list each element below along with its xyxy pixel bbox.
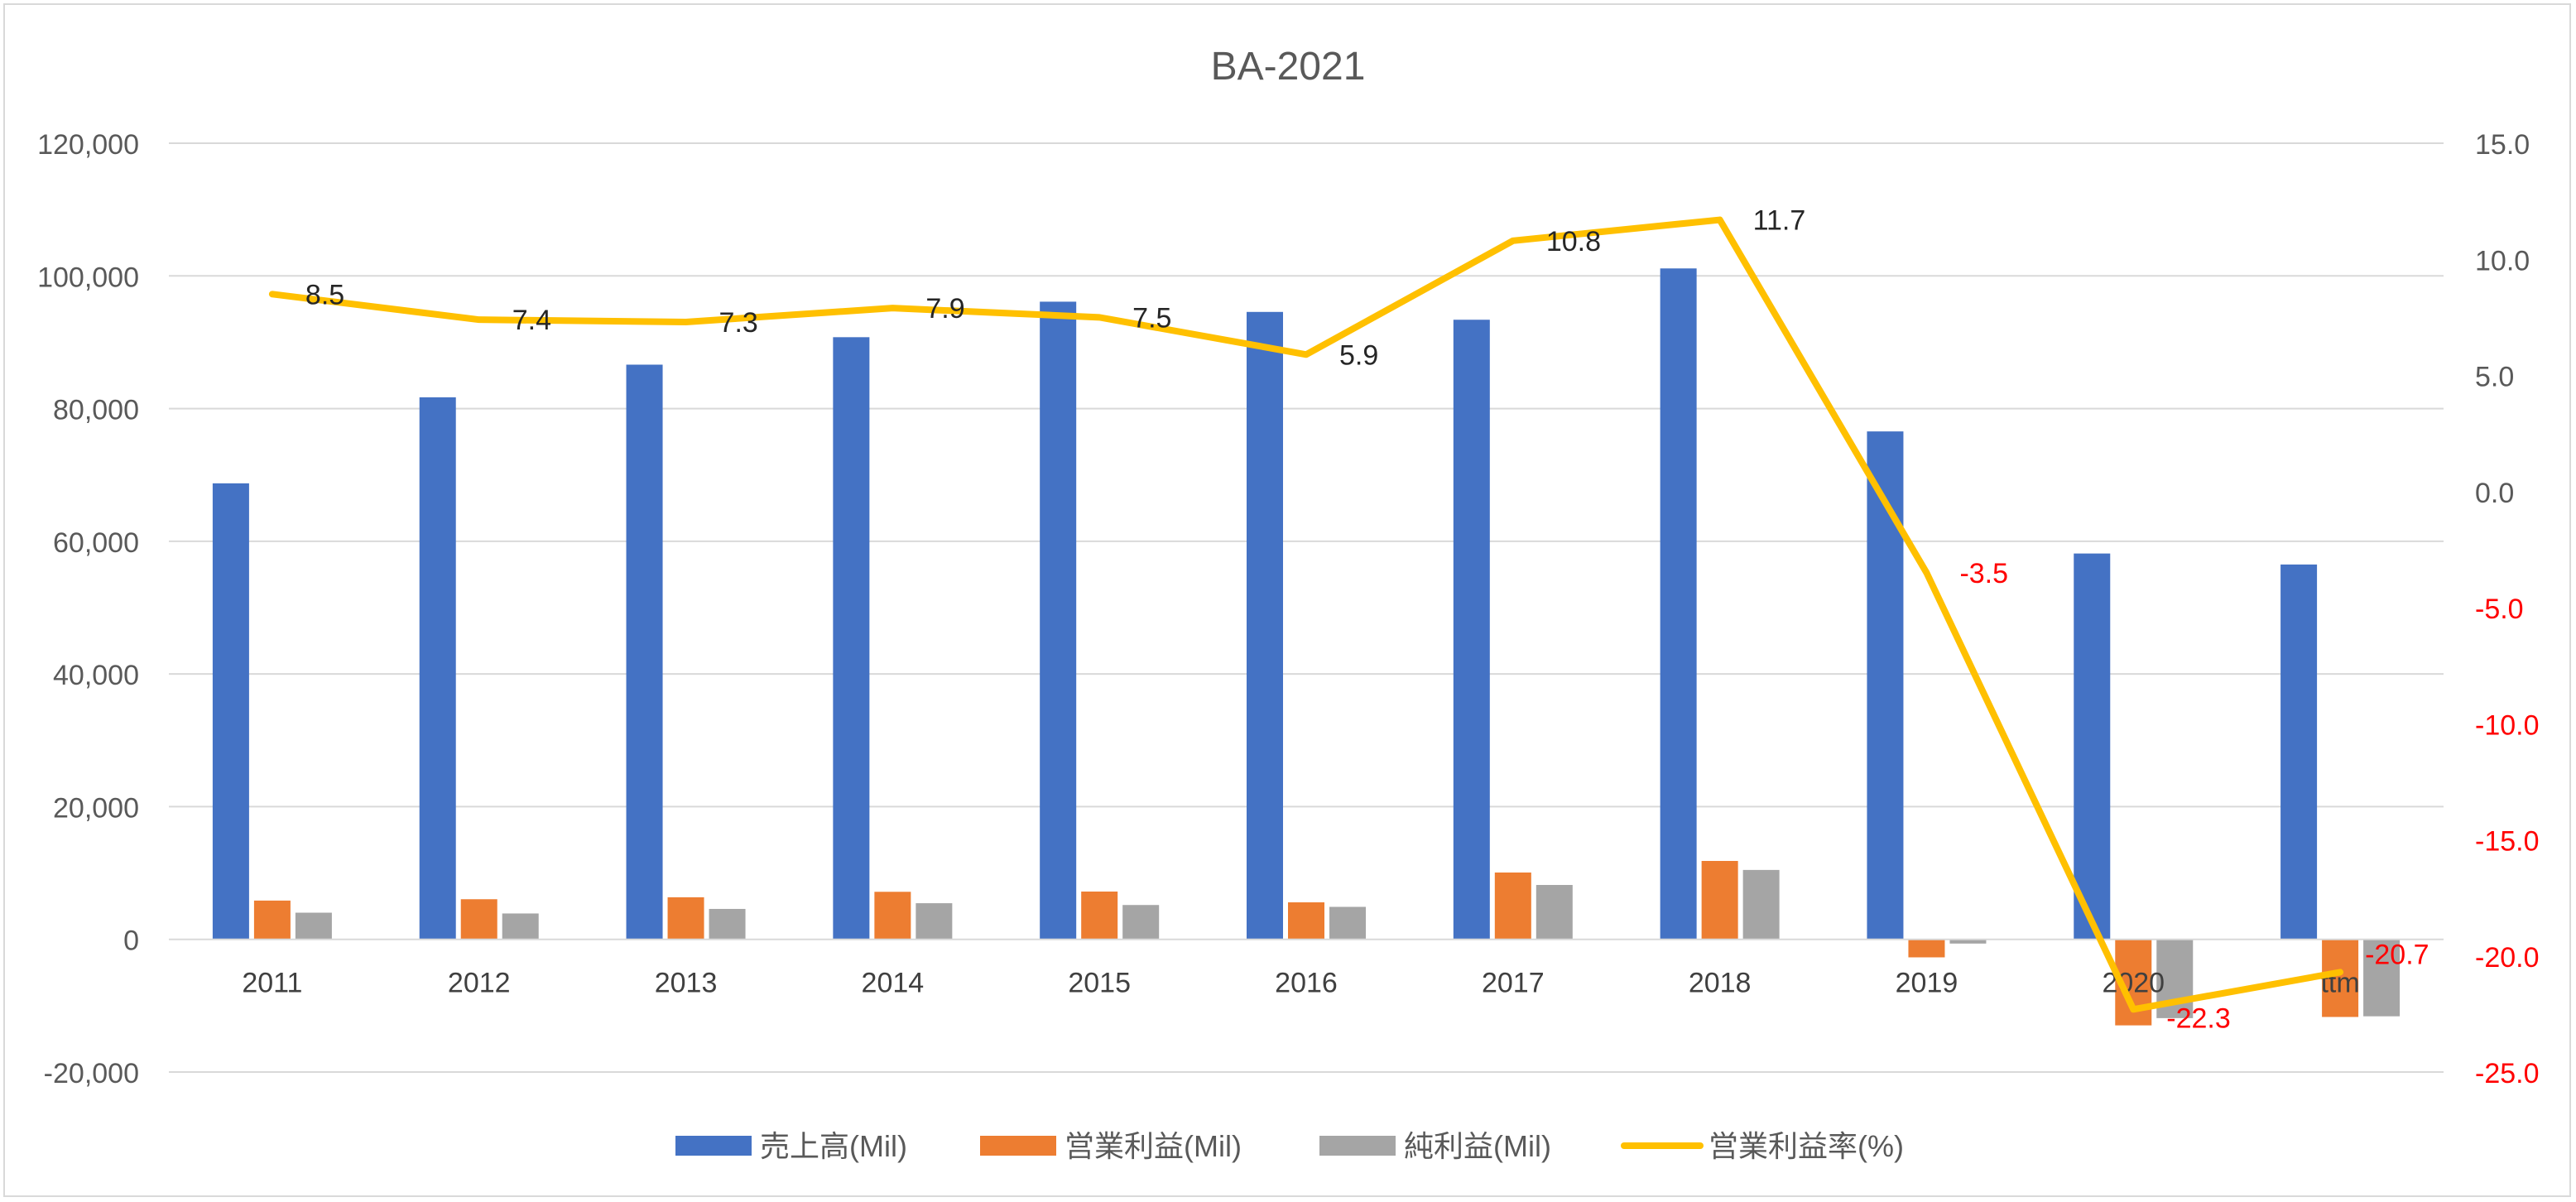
left-axis-tick-label: 0 xyxy=(123,926,139,957)
bar-operating-profit xyxy=(460,899,497,940)
right-axis-tick-label: 15.0 xyxy=(2475,129,2530,161)
right-axis-tick-label: 0.0 xyxy=(2475,478,2514,509)
category-label: 2019 xyxy=(1896,968,1958,999)
legend-label: 営業利益率(%) xyxy=(1709,1129,1904,1163)
line-data-label: 8.5 xyxy=(305,279,344,310)
line-data-label: 7.4 xyxy=(512,305,551,336)
left-axis-tick-label: 100,000 xyxy=(37,262,139,293)
category-label: 2012 xyxy=(448,968,511,999)
bar-net-profit xyxy=(1329,906,1366,940)
bar-net-profit xyxy=(1536,885,1573,940)
legend-swatch xyxy=(1319,1136,1396,1156)
legend-label: 営業利益(Mil) xyxy=(1065,1129,1242,1163)
right-axis-tick-label: 5.0 xyxy=(2475,362,2514,393)
bar-net-profit xyxy=(1949,939,1987,944)
bar-sales xyxy=(626,364,663,940)
bar-operating-profit xyxy=(253,900,291,940)
bar-sales xyxy=(1453,320,1490,940)
line-data-label: 10.8 xyxy=(1546,226,1601,257)
bar-sales xyxy=(2280,564,2318,940)
left-axis-tick-label: 120,000 xyxy=(37,129,139,161)
category-label: 2015 xyxy=(1068,968,1131,999)
category-label: 2020 xyxy=(2102,968,2165,999)
right-axis-tick-label: -20.0 xyxy=(2475,942,2540,974)
bar-operating-profit xyxy=(1288,902,1324,940)
left-axis-tick-label: 40,000 xyxy=(53,660,139,691)
bar-net-profit xyxy=(502,913,539,940)
line-operating-margin xyxy=(268,216,2344,1013)
line-data-label: 7.3 xyxy=(719,307,758,339)
bar-operating-profit xyxy=(667,897,704,940)
category-label: 2011 xyxy=(242,968,302,999)
bar-sales xyxy=(833,337,870,940)
line-data-label: -22.3 xyxy=(2166,1002,2231,1034)
bar-sales xyxy=(1040,301,1077,940)
right-axis-tick-label: 10.0 xyxy=(2475,245,2530,276)
bar-sales xyxy=(419,397,456,940)
legend-label: 純利益(Mil) xyxy=(1404,1129,1551,1163)
bar-operating-profit xyxy=(1081,891,1118,940)
category-label: 2014 xyxy=(862,968,925,999)
legend-swatch xyxy=(980,1136,1056,1156)
bar-sales xyxy=(1867,431,1904,940)
bar-net-profit xyxy=(916,903,953,940)
bar-net-profit xyxy=(709,908,746,940)
bar-sales xyxy=(2074,553,2111,940)
bar-operating-profit xyxy=(1701,861,1738,940)
line-data-label: 11.7 xyxy=(1753,205,1806,237)
chart-title: BA-2021 xyxy=(1211,45,1366,89)
bar-sales xyxy=(212,483,249,940)
bar-net-profit xyxy=(1122,905,1160,940)
right-axis-tick-label: -5.0 xyxy=(2475,594,2524,625)
right-axis-tick-label: -25.0 xyxy=(2475,1058,2540,1089)
left-axis-tick-label: 60,000 xyxy=(53,527,139,559)
right-axis-tick-label: -10.0 xyxy=(2475,709,2540,741)
left-axis-tick-label: 20,000 xyxy=(53,792,139,824)
category-label: 2013 xyxy=(655,968,718,999)
line-data-label: -3.5 xyxy=(1959,558,2008,589)
line-data-label: -20.7 xyxy=(2365,939,2429,970)
bar-sales xyxy=(1660,268,1697,940)
bar-operating-profit xyxy=(1494,872,1531,940)
bar-operating-profit xyxy=(874,892,911,940)
category-label: 2016 xyxy=(1275,968,1338,999)
bar-net-profit xyxy=(1742,869,1780,940)
category-label: 2017 xyxy=(1482,968,1545,999)
left-axis-tick-label: -20,000 xyxy=(44,1058,139,1089)
bar-operating-profit xyxy=(2322,939,2359,1017)
right-axis-tick-label: -15.0 xyxy=(2475,826,2540,858)
category-label: 2018 xyxy=(1689,968,1752,999)
bar-net-profit xyxy=(2363,939,2401,1017)
line-data-label: 7.5 xyxy=(1132,302,1171,334)
line-data-label: 5.9 xyxy=(1339,339,1378,371)
bar-net-profit xyxy=(295,912,332,940)
legend-swatch xyxy=(675,1136,752,1156)
bar-operating-profit xyxy=(1908,939,1945,958)
line-data-label: 7.9 xyxy=(925,293,964,325)
left-axis-tick-label: 80,000 xyxy=(53,395,139,426)
bar-sales xyxy=(1247,311,1283,940)
legend-label: 売上高(Mil) xyxy=(760,1129,907,1163)
